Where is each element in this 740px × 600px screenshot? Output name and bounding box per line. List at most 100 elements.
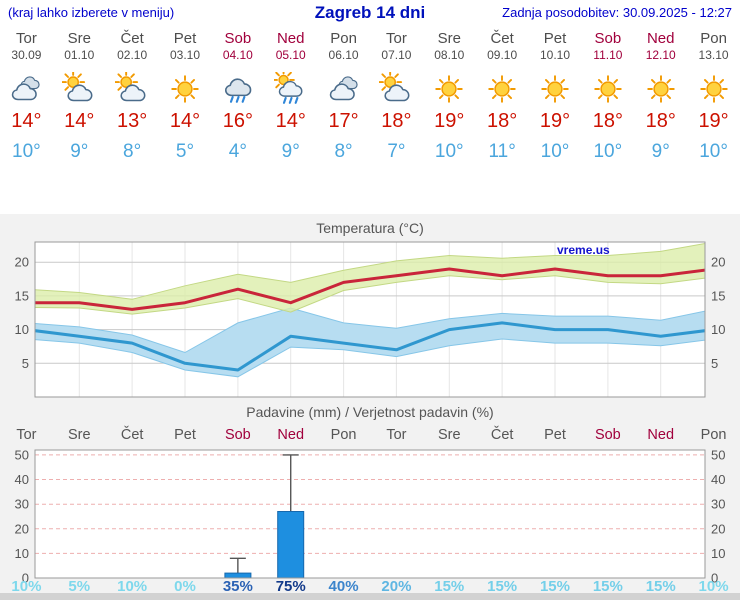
day-column-02.10[interactable]: Čet 02.10 13° 8°: [106, 30, 159, 163]
high-temp: 18°: [381, 110, 412, 132]
sun-icon: [591, 72, 625, 106]
low-temp: 8°: [334, 141, 353, 162]
svg-text:15: 15: [711, 288, 725, 303]
day-date: 01.10: [64, 48, 95, 62]
precip-day-label: Pet: [174, 427, 196, 443]
precipitation-chart: 0 0 10 10 20 20 30 30 40 40 50 50: [15, 447, 726, 586]
bottom-scroll-strip[interactable]: [0, 593, 740, 600]
svg-text:10: 10: [15, 322, 29, 337]
day-column-13.10[interactable]: Pon 13.10 19° 10°: [687, 30, 740, 163]
day-column-01.10[interactable]: Sre 01.10 14° 9°: [53, 30, 106, 163]
cloudy-icon: [9, 72, 43, 106]
day-column-09.10[interactable]: Čet 09.10 18° 11°: [476, 30, 529, 163]
high-temp: 19°: [698, 110, 729, 132]
low-temp: 10°: [12, 141, 41, 162]
svg-text:40: 40: [711, 472, 725, 487]
low-temp: 7°: [387, 141, 406, 162]
day-date: 12.10: [645, 48, 676, 62]
low-temp: 11°: [488, 141, 516, 162]
day-name: Sob: [594, 30, 622, 47]
day-date: 30.09: [11, 48, 42, 62]
day-name: Ned: [646, 30, 675, 47]
high-temp: 18°: [592, 110, 623, 132]
precip-day-label: Sre: [67, 427, 91, 443]
precip-probability: 0%: [174, 578, 196, 595]
day-column-10.10[interactable]: Pet 10.10 19° 10°: [529, 30, 582, 163]
high-temp: 14°: [11, 110, 42, 132]
svg-text:0: 0: [711, 571, 718, 586]
last-update-text: Zadnja posodobitev: 30.09.2025 - 12:27: [502, 5, 732, 20]
low-temp: 10°: [699, 141, 728, 162]
day-column-04.10[interactable]: Sob 04.10 16° 4°: [211, 30, 264, 163]
day-name: Sre: [67, 30, 91, 47]
low-temp: 10°: [434, 141, 464, 162]
day-date: 13.10: [698, 48, 729, 62]
svg-text:5: 5: [22, 356, 29, 371]
day-date: 07.10: [381, 48, 412, 62]
high-temp: 18°: [645, 110, 676, 132]
svg-text:0: 0: [22, 571, 29, 586]
precip-probability: 15%: [434, 578, 465, 595]
forecast-days-row: Tor 30.09 14° 10° Sre 01.10 14° 9° Čet 02.10 13° 8°…: [0, 30, 740, 163]
precip-probability: 15%: [539, 578, 570, 595]
svg-text:40: 40: [15, 472, 29, 487]
day-date: 06.10: [328, 48, 359, 62]
day-column-07.10[interactable]: Tor 07.10 18° 7°: [370, 30, 423, 163]
day-date: 10.10: [539, 48, 570, 62]
precip-day-label: Tor: [16, 427, 37, 443]
sun-icon: [432, 72, 466, 106]
precipitation-chart-title: Padavine (mm) / Verjetnost padavin (%): [246, 404, 494, 420]
day-column-12.10[interactable]: Ned 12.10 18° 9°: [634, 30, 687, 163]
temperature-chart: 5 5 10 10 15 15 20 20 vreme.us: [15, 241, 725, 398]
day-date: 09.10: [487, 48, 518, 62]
day-date: 05.10: [275, 48, 306, 62]
sun-icon: [538, 72, 572, 106]
precipitation-day-labels: Tor Sre Čet Pet Sob Ned Pon Tor Sre Čet Pet Sob Ned P…: [0, 427, 740, 443]
rain-sun-icon: [273, 72, 308, 106]
low-temp: 10°: [540, 141, 570, 162]
day-column-11.10[interactable]: Sob 11.10 18° 10°: [581, 30, 634, 163]
precip-probability: 15%: [592, 578, 623, 595]
precip-probability: 40%: [328, 578, 359, 595]
partly-sun-icon: [62, 72, 96, 106]
day-column-30.09[interactable]: Tor 30.09 14° 10°: [0, 30, 53, 163]
low-temp: 9°: [281, 141, 300, 162]
high-temp: 18°: [487, 110, 518, 132]
precip-day-label: Čet: [490, 427, 514, 443]
day-column-06.10[interactable]: Pon 06.10 17° 8°: [317, 30, 370, 163]
day-name: Pon: [700, 30, 727, 47]
svg-text:20: 20: [15, 255, 29, 270]
high-temp: 14°: [275, 110, 306, 132]
precip-day-label: Ned: [277, 427, 305, 443]
precip-day-label: Sre: [437, 427, 461, 443]
day-column-03.10[interactable]: Pet 03.10 14° 5°: [159, 30, 212, 163]
low-temp: 5°: [175, 141, 195, 162]
high-temp: 13°: [117, 110, 148, 132]
high-temp: 14°: [169, 110, 201, 132]
watermark: vreme.us: [557, 243, 610, 257]
sun-icon: [697, 72, 731, 106]
day-date: 02.10: [117, 48, 148, 62]
location-menu-hint: (kraj lahko izberete v meniju): [8, 5, 175, 20]
day-name: Pet: [543, 30, 567, 47]
svg-text:10: 10: [711, 322, 725, 337]
high-temp: 19°: [539, 110, 571, 132]
day-name: Tor: [386, 30, 407, 47]
svg-text:30: 30: [711, 497, 725, 512]
day-column-08.10[interactable]: Sre 08.10 19° 10°: [423, 30, 476, 163]
sun-icon: [168, 72, 202, 106]
precip-probability: 5%: [68, 578, 91, 595]
temperature-chart-title: Temperatura (°C): [316, 220, 424, 236]
precip-day-label: Čet: [120, 427, 144, 443]
precip-day-label: Tor: [386, 427, 407, 443]
sun-icon: [485, 72, 519, 106]
page-title: Zagreb 14 dni: [314, 3, 426, 22]
svg-text:5: 5: [711, 356, 718, 371]
day-name: Tor: [16, 30, 37, 47]
precip-probability: 15%: [487, 578, 518, 595]
precip-day-label: Pet: [544, 427, 566, 443]
high-temp: 14°: [64, 110, 95, 132]
precip-probability: 10%: [698, 578, 729, 595]
precip-day-label: Pon: [700, 427, 727, 443]
day-column-05.10[interactable]: Ned 05.10 14° 9°: [264, 30, 317, 163]
